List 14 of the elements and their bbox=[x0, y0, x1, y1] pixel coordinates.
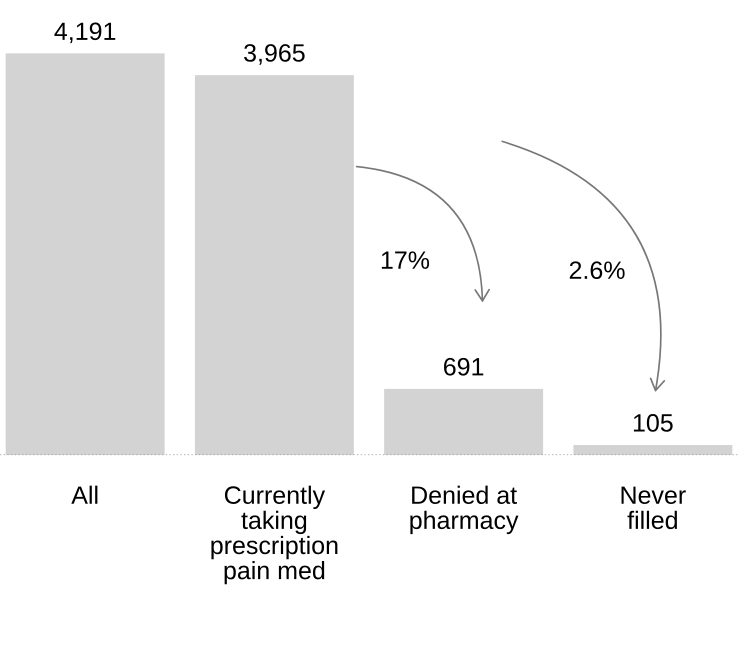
x-tick-label: All bbox=[71, 486, 98, 504]
data-label: 3,965 bbox=[244, 44, 305, 65]
bar bbox=[194, 75, 354, 456]
data-label: 105 bbox=[634, 414, 673, 432]
x-tick-label: Never filled bbox=[622, 486, 686, 530]
data-label: 4,191 bbox=[54, 22, 116, 44]
annotation: 17% bbox=[382, 251, 430, 269]
bar bbox=[573, 445, 732, 456]
data-label: 691 bbox=[444, 358, 484, 376]
bar bbox=[384, 388, 544, 456]
bar bbox=[6, 53, 165, 456]
annotation: 2.6% bbox=[570, 261, 625, 280]
x-tick-label: Currently taking prescription pain med bbox=[211, 486, 338, 584]
x-tick-label: Denied at pharmacy bbox=[410, 486, 518, 534]
